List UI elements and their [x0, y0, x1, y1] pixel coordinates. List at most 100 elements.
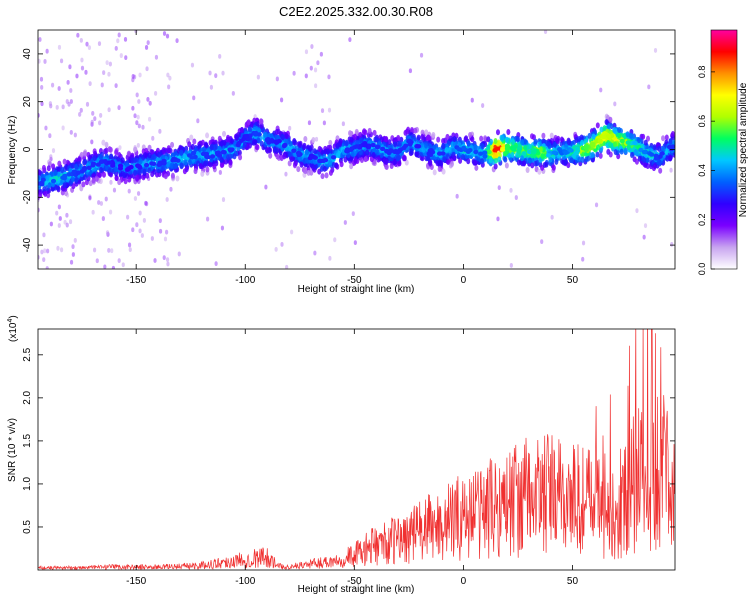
spectrogram-band-mark: [104, 141, 109, 148]
spectrogram-y-ticks: 40 20 0 -20 -40: [22, 48, 675, 252]
spectrogram-band-mark: [104, 147, 109, 154]
colorbar-tick-label: 0.2: [697, 213, 707, 226]
spectrogram-band-mark: [555, 137, 560, 144]
spectrogram-band-mark: [166, 147, 171, 154]
spectrogram-band-mark: [299, 161, 304, 168]
spectrogram-band-mark: [297, 142, 302, 149]
spectrogram-noise-mark: [38, 37, 42, 42]
spectrogram-noise-mark: [99, 113, 103, 118]
spectrogram-noise-mark: [190, 62, 195, 68]
spectrogram-band-mark: [189, 134, 194, 141]
spectrogram-noise-mark: [118, 145, 122, 151]
spectrogram-noise-mark: [214, 73, 218, 79]
spectrogram-noise-mark: [55, 210, 59, 216]
spectrogram-noise-mark: [158, 218, 162, 224]
spectrogram-band-mark: [74, 163, 79, 170]
spectrogram-band-mark: [170, 172, 175, 179]
spectrogram-band-mark: [520, 139, 525, 146]
spectrogram-band-mark: [123, 178, 128, 185]
spectrogram-band-mark: [287, 151, 292, 158]
spectrogram-ridge-mark: [477, 151, 484, 156]
spectrogram-noise-mark: [107, 107, 111, 113]
spectrogram-noise-mark: [540, 239, 544, 245]
spectrogram-noise-mark: [69, 129, 73, 135]
spectrogram-ridge-mark: [205, 154, 211, 160]
spectrogram-band-mark: [363, 129, 368, 136]
spectrogram-noise-mark: [90, 119, 94, 125]
spectrogram-band-mark: [343, 156, 348, 163]
spectrogram-ridge-mark: [374, 144, 381, 150]
spectrogram-ridge-mark: [322, 157, 329, 163]
y-tick-label: 40: [22, 48, 33, 60]
spectrogram-noise-mark: [78, 112, 82, 117]
spectrogram-ridge-mark: [370, 142, 376, 148]
spectrogram-band-mark: [302, 142, 307, 149]
spectrogram-band-mark: [608, 116, 613, 123]
spectrogram-band-mark: [658, 167, 663, 174]
y-tick-label: 0: [22, 146, 33, 152]
spectrogram-band-mark: [437, 165, 442, 172]
spectrogram-band-mark: [339, 161, 344, 168]
spectrogram-ridge-mark: [407, 142, 413, 147]
spectrogram-noise-mark: [65, 212, 69, 218]
spectrogram-band-mark: [287, 160, 292, 167]
spectrogram-noise-mark: [635, 208, 639, 214]
spectrogram-ridge-mark: [38, 181, 44, 186]
spectrogram-band-mark: [564, 143, 569, 150]
spectrogram-noise-mark: [116, 38, 120, 44]
spectrogram-band-mark: [150, 171, 155, 178]
spectrogram-band-mark: [122, 172, 127, 179]
spectrogram-band-mark: [200, 170, 205, 177]
colorbar-tick-label: 0.8: [697, 66, 707, 79]
spectrogram-band-mark: [82, 159, 87, 166]
spectrogram-noise-mark: [543, 30, 548, 34]
spectrogram-noise-mark: [61, 125, 65, 131]
spectrogram-noise-mark: [107, 71, 111, 77]
spectrogram-band-mark: [138, 158, 143, 165]
spectrogram-noise-mark: [333, 237, 337, 243]
spectrogram-band-mark: [486, 144, 491, 151]
spectrogram-band-mark: [179, 162, 184, 169]
spectrogram-band-mark: [379, 152, 384, 159]
spectrogram-noise-mark: [274, 247, 278, 252]
spectrogram-ridge-mark: [40, 177, 46, 183]
spectrogram-band-mark: [82, 150, 87, 157]
spectrogram-band-mark: [311, 137, 316, 144]
colorbar-tick-label: 0.0: [697, 263, 707, 276]
spectrogram-band-mark: [349, 136, 354, 143]
spectrogram-noise-mark: [165, 33, 170, 39]
spectrogram-band-mark: [479, 135, 484, 142]
spectrogram-band-mark: [420, 134, 425, 141]
spectrogram-band-mark: [62, 182, 67, 189]
spectrogram-ridge-mark: [171, 156, 177, 162]
spectrogram-noise-mark: [348, 37, 352, 43]
spectrogram-ridge-mark: [641, 149, 647, 155]
spectrogram-band-mark: [101, 171, 106, 178]
spectrogram-band-mark: [587, 132, 592, 139]
spectrogram-band-mark: [504, 136, 509, 143]
spectrogram-band-mark: [198, 163, 203, 170]
spectrogram-noise-mark: [288, 125, 292, 131]
snr-plot: -150 -100 -50 0 50 0.5 1.0 1.5 2.0 2.5 Height of…: [7, 315, 676, 595]
spectrogram-ridge-mark: [426, 151, 432, 156]
spectrogram-band-mark: [515, 136, 520, 143]
spectrogram-noise-mark: [264, 184, 268, 190]
spectrogram-noise-mark: [218, 53, 222, 59]
spectrogram-noise-mark: [192, 95, 196, 101]
spectrogram-noise-mark: [91, 111, 95, 116]
spectrogram-band-mark: [591, 133, 596, 140]
spectrogram-ridge-mark: [348, 147, 354, 152]
spectrogram-noise-mark: [39, 76, 44, 82]
spectrogram-band-mark: [670, 130, 675, 137]
spectrogram-noise-mark: [114, 83, 118, 89]
spectrogram-band-mark: [527, 157, 532, 164]
spectrogram-band-mark: [665, 155, 670, 162]
spectrogram-noise-mark: [138, 210, 142, 216]
spectrogram-noise-mark: [142, 218, 146, 223]
spectrogram-noise-mark: [175, 38, 179, 44]
spectrogram-noise-mark: [79, 37, 83, 43]
spectrogram-ridge-mark: [401, 145, 407, 151]
spectrogram-noise-mark: [43, 248, 47, 254]
spectrogram-band-mark: [426, 134, 431, 141]
spectrogram-band-mark: [41, 164, 46, 171]
